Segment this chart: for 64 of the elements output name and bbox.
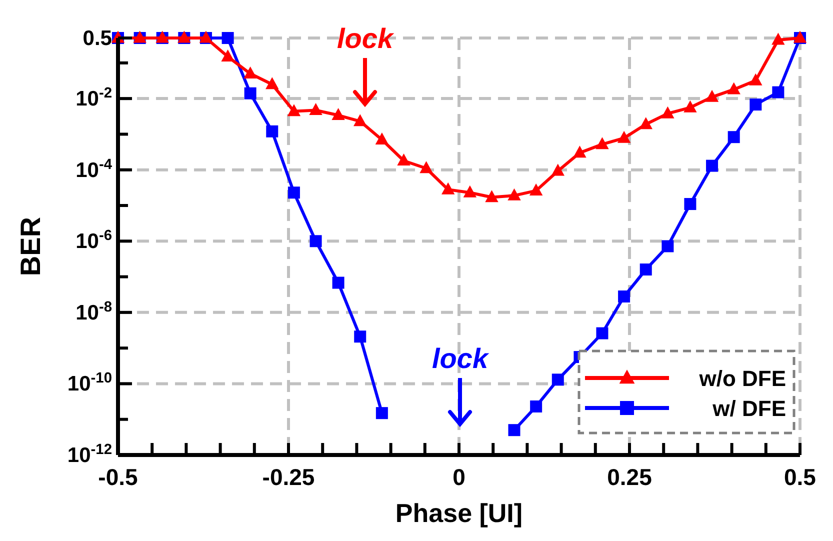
x-axis-title: Phase [UI] [395,498,523,528]
y-axis-title: BER [15,216,46,276]
point [596,327,608,340]
annotation: lock [432,343,490,374]
point [705,90,719,102]
x-tick-label: -0.25 [262,464,315,490]
point [640,264,652,276]
point [617,130,631,143]
point [508,424,520,436]
point [727,82,740,94]
y-tick-label: 10$^{-12}$ [67,442,112,467]
point [244,66,257,78]
point [728,131,740,144]
point [551,164,564,176]
x-tick-label: -0.5 [98,464,138,490]
point [749,73,762,86]
y-tick-label: 10$^{-8}$ [76,299,112,324]
y-tick-label: 10$^{-10}$ [67,370,112,396]
point [441,182,455,194]
point [375,132,389,145]
y-tick-label: 10$^{-6}$ [76,228,112,254]
annotation: lock [336,23,394,54]
point [221,49,234,62]
x-tick-label: 0.25 [607,464,652,490]
point [287,104,301,116]
point [573,146,586,158]
point [772,32,785,45]
y-tick-label: 10$^{-4}$ [76,156,113,182]
point [684,100,697,112]
point [354,330,366,343]
x-tick-label: 0 [452,464,466,490]
point [310,235,322,248]
point [397,154,410,166]
point [332,108,345,120]
point [332,276,344,289]
point [750,98,762,111]
point [706,160,718,172]
point [266,125,278,138]
point [288,186,300,199]
point [309,103,322,116]
point [222,32,234,44]
y-tick-label: 0.5 [82,27,112,50]
point [244,87,256,100]
point [529,184,543,196]
point [552,374,564,386]
legend-label: w/ DFE [712,396,786,421]
point [420,161,433,174]
point [354,114,367,126]
y-tick-label: 10$^{-2}$ [76,86,112,111]
point [662,240,674,252]
point [596,137,609,150]
point [530,400,542,412]
point [266,77,279,90]
point [639,117,652,130]
legend-label: w/o DFE [698,366,786,391]
point [661,106,674,118]
point [618,290,630,302]
point [463,185,477,198]
point [485,190,498,202]
point [684,198,696,210]
point [376,407,388,420]
point [772,86,784,98]
point [508,188,521,200]
x-tick-label: 0.5 [784,464,816,490]
